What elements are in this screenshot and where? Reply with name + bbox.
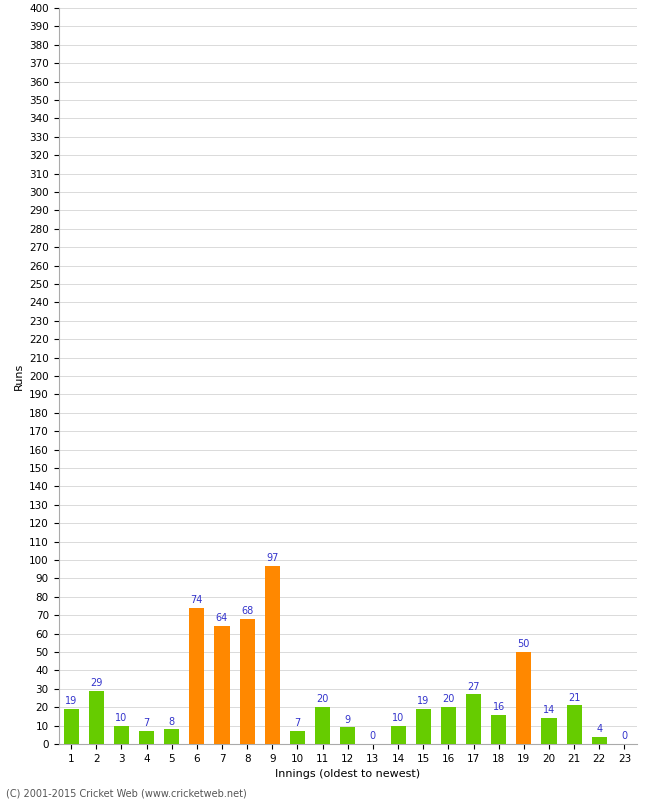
Text: 14: 14 [543,706,555,715]
Bar [567,706,582,744]
Bar [466,694,481,744]
Text: 68: 68 [241,606,254,616]
Text: 8: 8 [168,717,175,726]
X-axis label: Innings (oldest to newest): Innings (oldest to newest) [275,770,421,779]
Bar [441,707,456,744]
Text: 19: 19 [417,696,430,706]
Text: 0: 0 [370,731,376,742]
Text: (C) 2001-2015 Cricket Web (www.cricketweb.net): (C) 2001-2015 Cricket Web (www.cricketwe… [6,788,247,798]
Bar [541,718,556,744]
Text: 74: 74 [190,595,203,605]
Text: 20: 20 [317,694,329,705]
Text: 97: 97 [266,553,278,562]
Text: 10: 10 [392,713,404,723]
Text: 7: 7 [294,718,300,728]
Text: 19: 19 [65,696,77,706]
Bar [516,652,531,744]
Bar [114,726,129,744]
Bar [415,709,431,744]
Text: 50: 50 [517,639,530,650]
Text: 7: 7 [144,718,150,728]
Bar [214,626,229,744]
Bar [592,737,607,744]
Bar [315,707,330,744]
Bar [164,730,179,744]
Bar [391,726,406,744]
Bar [64,709,79,744]
Text: 9: 9 [344,714,351,725]
Text: 16: 16 [493,702,505,712]
Text: 64: 64 [216,614,228,623]
Text: 27: 27 [467,682,480,691]
Text: 21: 21 [568,693,580,702]
Text: 0: 0 [621,731,627,742]
Bar [189,608,204,744]
Bar [240,619,255,744]
Bar [139,731,154,744]
Text: 29: 29 [90,678,103,688]
Bar [265,566,280,744]
Bar [290,731,305,744]
Y-axis label: Runs: Runs [14,362,23,390]
Text: 10: 10 [115,713,127,723]
Bar [340,727,356,744]
Text: 20: 20 [442,694,454,705]
Text: 4: 4 [596,724,603,734]
Bar [88,690,104,744]
Bar [491,714,506,744]
